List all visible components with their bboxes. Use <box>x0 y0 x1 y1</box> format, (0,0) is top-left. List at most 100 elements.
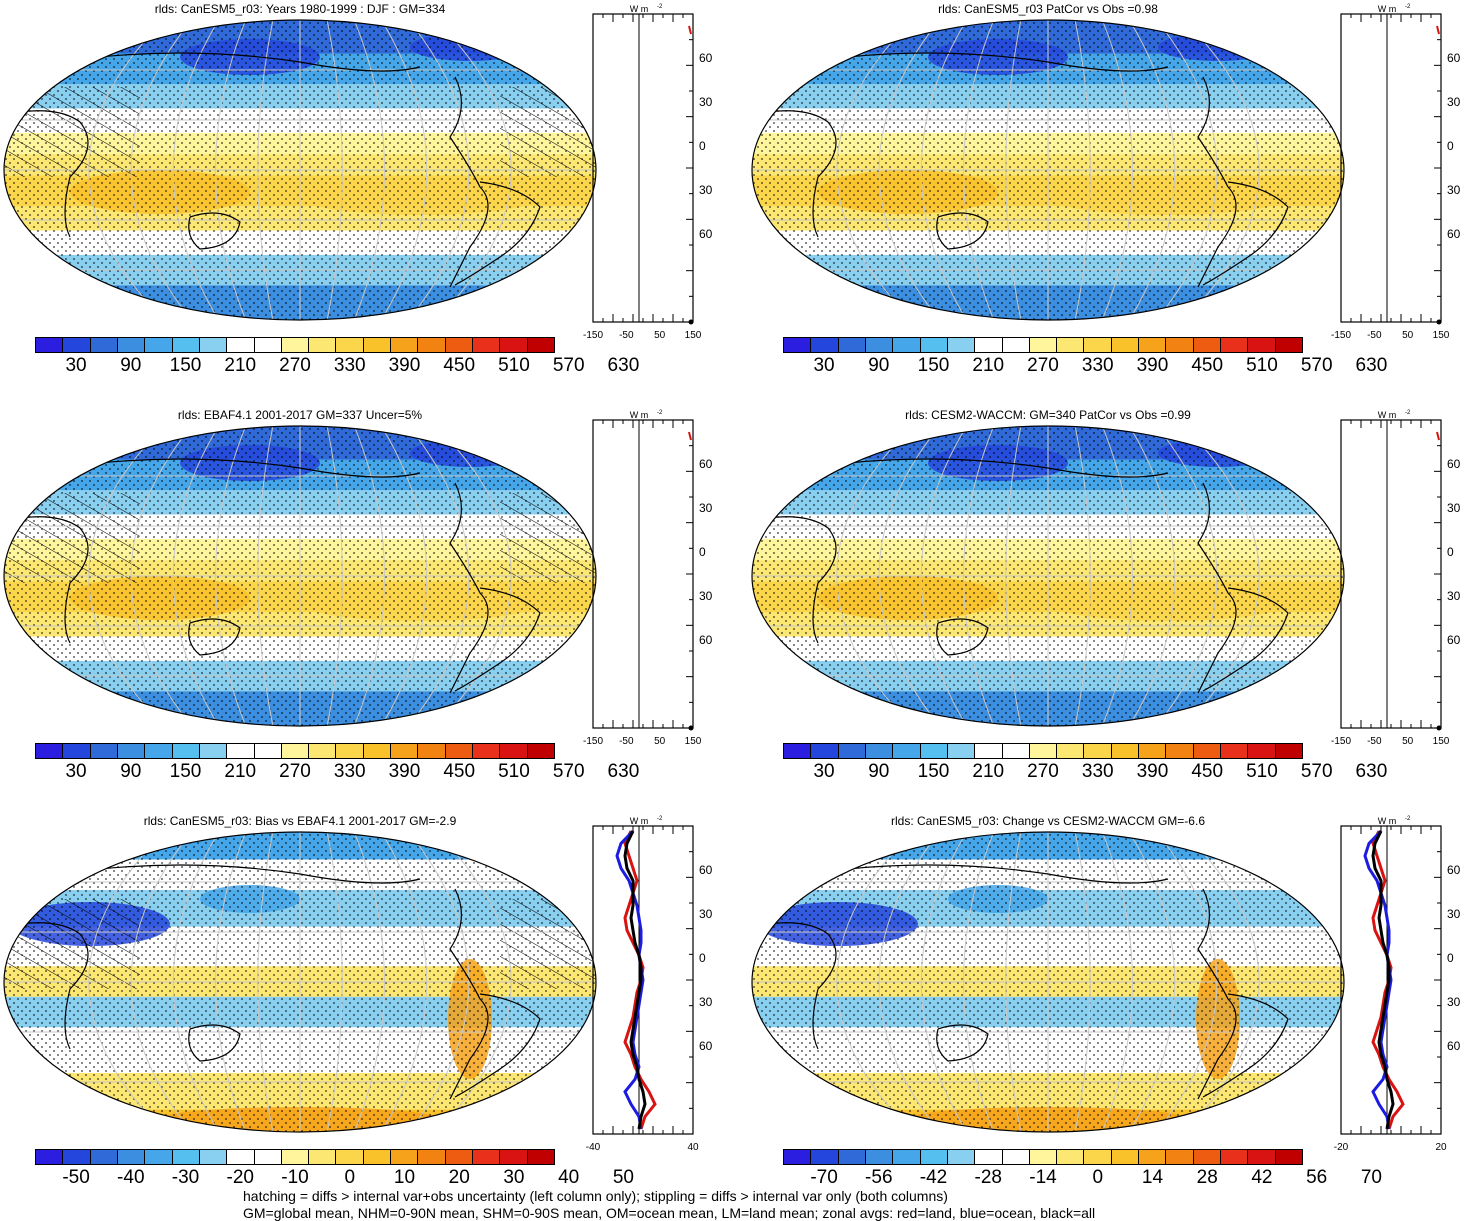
colorbar-swatch <box>975 1150 1003 1164</box>
colorbar-tick: 30 <box>65 761 87 782</box>
colorbar-swatch <box>527 338 554 352</box>
colorbar-swatch <box>1275 338 1302 352</box>
zonal-x-tick: 150 <box>1433 330 1450 341</box>
colorbar-swatch <box>145 338 173 352</box>
colorbar-swatch <box>784 338 812 352</box>
colorbar-tick: 0 <box>1092 1167 1104 1188</box>
zonal-x-tick: -50 <box>1367 736 1382 747</box>
colorbar-swatch <box>500 744 528 758</box>
zonal-x-tick: 150 <box>685 330 702 341</box>
colorbar-swatch <box>227 338 255 352</box>
colorbar-swatch <box>1029 1150 1058 1164</box>
colorbar-swatch <box>391 744 419 758</box>
colorbar-swatch <box>90 338 118 352</box>
colorbar-swatch <box>1275 1150 1302 1164</box>
colorbar-swatch <box>117 1150 146 1164</box>
colorbar-tick: 510 <box>498 355 530 376</box>
latitude-label: 60N <box>699 863 713 877</box>
latitude-label: 30S <box>1447 995 1461 1009</box>
colorbar-tick: -42 <box>919 1167 948 1188</box>
colorbar-swatch <box>1057 338 1085 352</box>
colorbar-tick: 390 <box>388 761 421 782</box>
colorbar-swatch <box>1139 744 1167 758</box>
colorbar-swatch <box>1057 744 1085 758</box>
colorbar-swatch <box>1193 338 1221 352</box>
colorbar-tick: 450 <box>1191 355 1224 376</box>
latitude-label: 60N <box>699 457 713 471</box>
colorbar-tick-labels: 30 90 150 210 270 330 390 450 510 570 630 <box>783 761 1387 785</box>
colorbar-swatch <box>172 744 200 758</box>
colorbar-tick: 330 <box>1081 355 1114 376</box>
colorbar-swatch <box>865 1150 894 1164</box>
zonal-x-tick: -20 <box>1334 1142 1349 1153</box>
zonal-unit-label: W m <box>630 410 649 420</box>
latitude-label: 60S <box>699 633 713 647</box>
colorbar-tick-labels: 30 90 150 210 270 330 390 450 510 570 630 <box>35 355 639 379</box>
colorbar-tick: 150 <box>917 761 950 782</box>
colorbar-swatch <box>1084 338 1112 352</box>
latitude-label: 0 <box>699 951 706 965</box>
colorbar-tick: 270 <box>279 355 311 376</box>
colorbar-swatch <box>473 338 501 352</box>
colorbar-tick: 630 <box>1355 761 1388 782</box>
colorbar-swatch <box>363 744 392 758</box>
latitude-label: 0 <box>1447 139 1454 153</box>
latitude-label: 60S <box>699 227 713 241</box>
colorbar-tick: 630 <box>607 355 640 376</box>
colorbar-tick: 10 <box>393 1167 416 1188</box>
colorbar-tick: 630 <box>1355 355 1388 376</box>
colorbar-swatch <box>281 1150 310 1164</box>
colorbar-swatch <box>117 744 146 758</box>
colorbar-swatch <box>254 1150 282 1164</box>
colorbar-swatch <box>1166 338 1194 352</box>
colorbar-tick: 90 <box>120 355 142 376</box>
colorbar-tick: 150 <box>169 761 202 782</box>
colorbar-tick: 510 <box>498 761 530 782</box>
colorbar-swatch <box>445 744 473 758</box>
colorbar-swatch <box>418 1150 446 1164</box>
colorbar-tick: 390 <box>1136 761 1169 782</box>
zonal-x-tick: -50 <box>1367 330 1382 341</box>
colorbar-swatch <box>1221 1150 1249 1164</box>
latitude-label: 60S <box>1447 227 1461 241</box>
colorbar-swatch <box>947 338 976 352</box>
colorbar-swatch <box>1029 338 1058 352</box>
colorbar-tick: 50 <box>612 1167 634 1188</box>
panel-title: rlds: CanESM5_r03: Years 1980-1999 : DJF… <box>154 2 446 16</box>
colorbar-tick: 330 <box>333 355 366 376</box>
colorbar-tick: -50 <box>62 1167 90 1188</box>
colorbar-swatch <box>500 338 528 352</box>
colorbar-swatch <box>811 744 839 758</box>
colorbar-tick: 570 <box>552 355 585 376</box>
colorbar-swatch <box>90 744 118 758</box>
panel-title: rlds: CanESM5_r03 PatCor vs Obs =0.98 <box>938 2 1158 16</box>
panel-title: rlds: CanESM5_r03: Bias vs EBAF4.1 2001-… <box>143 814 457 828</box>
colorbar-tick: 28 <box>1196 1167 1218 1188</box>
colorbar-swatch <box>1221 338 1249 352</box>
colorbar-tick: -10 <box>281 1167 309 1188</box>
colorbar-tick: 510 <box>1246 355 1278 376</box>
colorbar-tick: 150 <box>917 355 950 376</box>
latitude-label: 30S <box>699 589 713 603</box>
colorbar-swatch <box>838 338 866 352</box>
colorbar-swatch <box>199 338 228 352</box>
latitude-label: 30S <box>1447 589 1461 603</box>
colorbar-tick: 510 <box>1246 761 1278 782</box>
colorbar-swatch <box>363 338 392 352</box>
colorbar-swatch <box>336 1150 364 1164</box>
colorbar-swatch <box>947 744 976 758</box>
robinson-map <box>751 19 1345 321</box>
colorbar-swatch <box>1111 1150 1140 1164</box>
colorbar-swatch <box>254 744 282 758</box>
colorbar-swatch <box>1193 1150 1221 1164</box>
colorbar-swatch <box>784 744 812 758</box>
colorbar-swatch <box>1057 1150 1085 1164</box>
colorbar-swatch <box>893 744 921 758</box>
colorbar-tick: 210 <box>972 355 1005 376</box>
colorbar-swatch <box>1221 744 1249 758</box>
zonal-unit-label: W m <box>1378 410 1397 420</box>
colorbar-swatch <box>391 338 419 352</box>
zonal-mean-plot: W m -2 -150 -50 50 150 60N 30N 0 30S 60S <box>583 410 713 747</box>
colorbar-swatch <box>199 744 228 758</box>
footer-hatching-note: hatching = diffs > internal var+obs unce… <box>243 1188 948 1204</box>
